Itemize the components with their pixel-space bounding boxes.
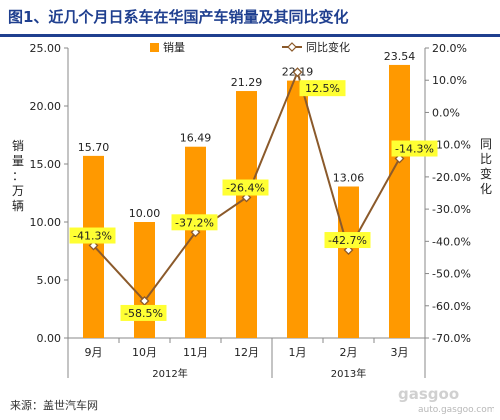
bar (287, 80, 308, 338)
yoy-label-bg (171, 214, 218, 231)
right-tick-label: 20.0% (432, 42, 467, 55)
bar (389, 64, 410, 338)
bar (338, 186, 359, 338)
bar-value-label: 10.00 (129, 207, 161, 220)
left-tick-label: 0.00 (37, 332, 62, 345)
yoy-label-bg (324, 232, 371, 249)
left-tick-label: 5.00 (37, 274, 62, 287)
source-note: 来源：盖世汽车网 (10, 399, 98, 412)
y-right-axis-label-char: 同 (480, 137, 492, 151)
bar (236, 91, 257, 338)
yoy-marker (241, 192, 252, 203)
y-left-axis-label-char: ： (12, 169, 24, 183)
legend-label-bar: 销量 (163, 40, 185, 54)
right-tick-label: 10.0% (432, 74, 467, 87)
x-tick-label: 1月 (289, 346, 307, 359)
legend-swatch-marker (287, 42, 297, 52)
yoy-label: -41.3% (73, 230, 112, 243)
yoy-label-bg (69, 227, 116, 244)
y-left-axis-label-char: 辆 (12, 199, 24, 213)
y-right-axis-label-char: 比 (480, 152, 492, 166)
bar-value-label: 15.70 (78, 141, 110, 154)
legend-label-line: 同比变化 (306, 40, 350, 54)
year-group-label: 2012年 (152, 367, 187, 380)
yoy-label-bg (391, 140, 438, 157)
yoy-label-bg (120, 304, 167, 321)
y-left-axis-label-char: 销 (12, 139, 24, 153)
left-tick-label: 10.00 (30, 216, 62, 229)
bar-value-label: 16.49 (180, 132, 212, 145)
yoy-label: -37.2% (175, 216, 214, 229)
bar-value-label: 21.29 (231, 76, 263, 89)
legend: 销量 同比变化 (150, 40, 350, 54)
x-tick-label: 9月 (85, 346, 103, 359)
yoy-label-bg (299, 80, 346, 97)
x-tick-label: 2月 (340, 346, 358, 359)
yoy-marker (88, 240, 99, 251)
left-tick-label: 25.00 (30, 42, 62, 55)
yoy-label: -14.3% (395, 143, 434, 156)
bar (185, 146, 206, 338)
yoy-marker (292, 67, 303, 78)
yoy-marker (139, 296, 150, 306)
y-left-axis-label-char: 万 (12, 184, 24, 198)
right-tick-label: 0.0% (432, 106, 460, 119)
right-tick-label: -50.0% (432, 268, 471, 281)
yoy-marker (190, 227, 201, 238)
y-right-axis-label-char: 化 (480, 182, 492, 196)
chart-title: 图1、近几个月日系车在华国产车销量及其同比变化 (8, 8, 349, 26)
yoy-marker (394, 153, 405, 164)
left-tick-label: 15.00 (30, 158, 62, 171)
yoy-label: 12.5% (305, 82, 340, 95)
right-tick-label: -70.0% (432, 332, 471, 345)
yoy-label: -58.5% (124, 307, 163, 320)
legend-swatch-bar (150, 43, 159, 52)
x-tick-label: 11月 (183, 346, 208, 359)
x-tick-label: 10月 (132, 346, 157, 359)
left-tick-label: 20.00 (30, 100, 62, 113)
watermark-url: auto.gasgoo.com (418, 405, 494, 415)
right-tick-label: -40.0% (432, 235, 471, 248)
yoy-label-bg (222, 179, 269, 196)
bar-value-label: 23.54 (384, 50, 416, 63)
bar-value-label: 13.06 (333, 172, 365, 185)
right-tick-label: -20.0% (432, 171, 471, 184)
gasgoo-watermark: gasgoo auto.gasgoo.com (398, 385, 494, 415)
year-group-label: 2013年 (331, 367, 366, 380)
y-right-axis-label-char: 变 (480, 166, 492, 181)
yoy-marker (343, 245, 354, 255)
right-tick-label: -10.0% (432, 139, 471, 152)
right-tick-label: -60.0% (432, 300, 471, 313)
right-tick-label: -30.0% (432, 203, 471, 216)
watermark-logo: gasgoo (398, 385, 459, 403)
title-bar: 图1、近几个月日系车在华国产车销量及其同比变化 (0, 0, 500, 37)
yoy-label: -42.7% (328, 234, 367, 247)
yoy-label: -26.4% (226, 182, 265, 195)
x-tick-label: 3月 (391, 346, 409, 359)
y-left-axis-label-char: 量 (12, 154, 24, 168)
x-tick-label: 12月 (234, 346, 259, 359)
